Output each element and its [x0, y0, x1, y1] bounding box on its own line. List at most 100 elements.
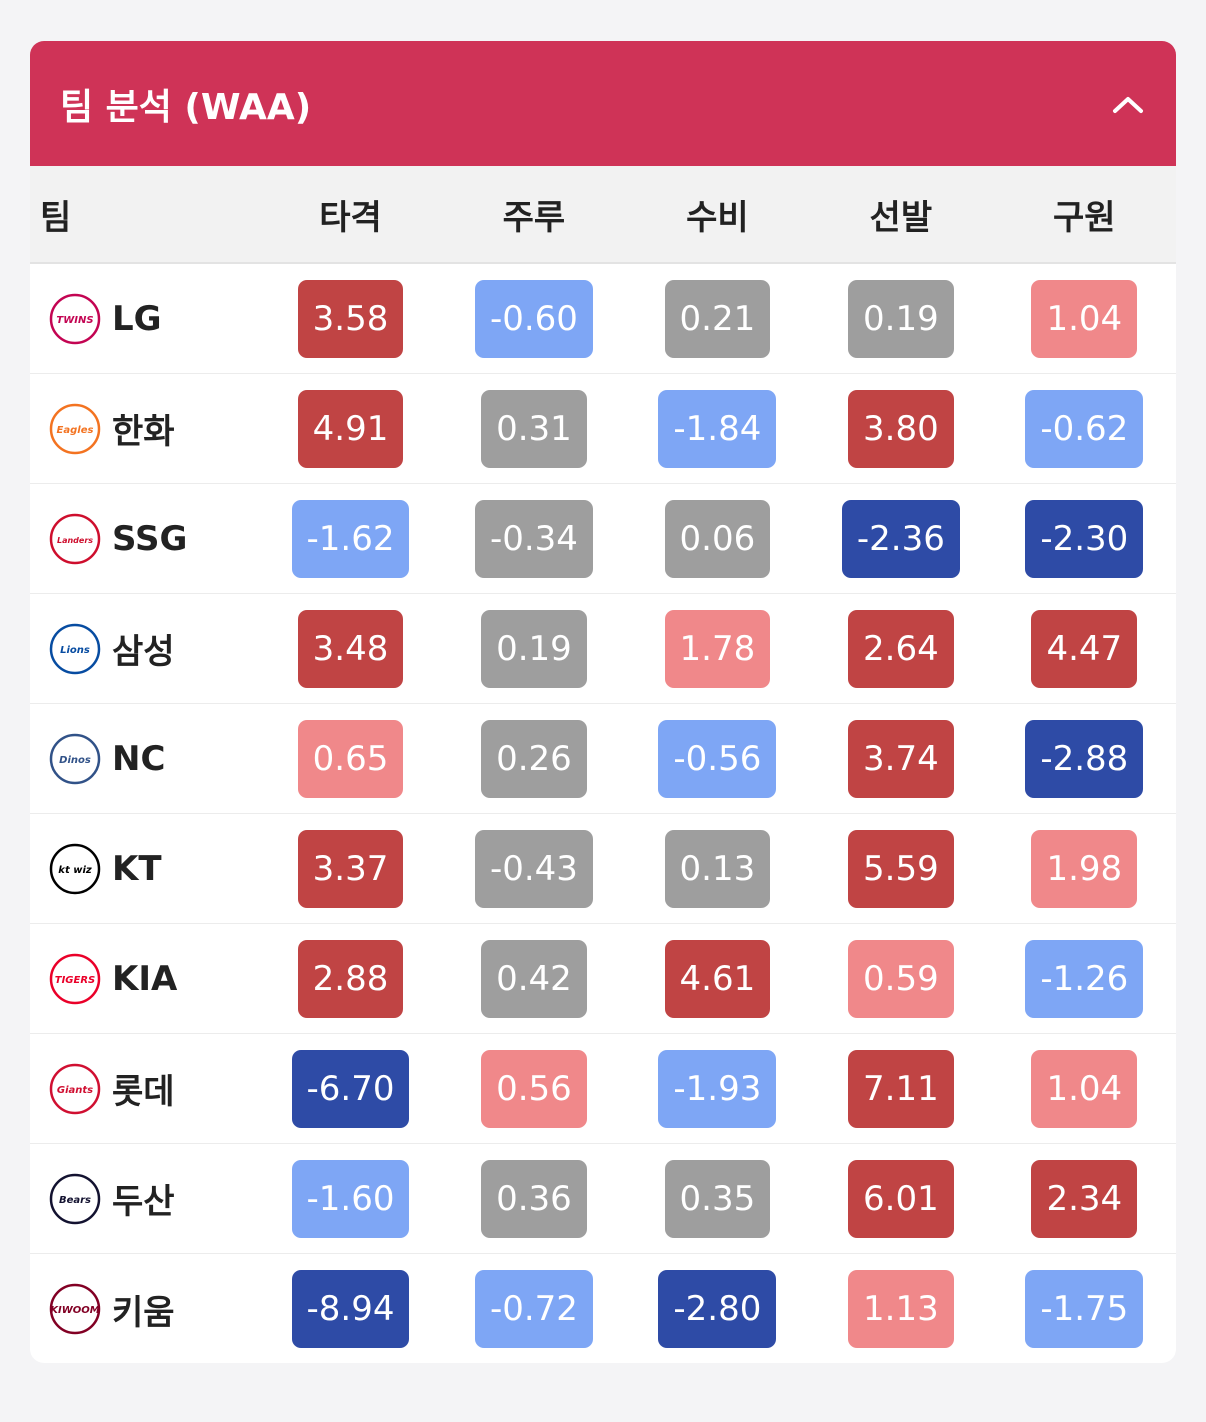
team-cell: TIGERS KIA — [30, 948, 259, 1010]
waa-value-badge: 0.21 — [664, 279, 771, 358]
table-row: TIGERS KIA 2.88 0.42 4.61 0.59 -1.26 — [30, 924, 1176, 1034]
svg-text:Giants: Giants — [57, 1085, 93, 1096]
table-row: KIWOOM 키움 -8.94 -0.72 -2.80 1.13 -1.75 — [30, 1254, 1176, 1363]
waa-value-badge: -2.88 — [1025, 719, 1144, 798]
svg-text:Eagles: Eagles — [57, 425, 94, 436]
card-title: 팀 분석 (WAA) — [60, 86, 312, 128]
team-name: 한화 — [112, 412, 175, 452]
stat-cell-relief: 1.04 — [993, 1049, 1176, 1128]
waa-value-badge: 0.26 — [481, 719, 587, 798]
waa-value-badge: 0.65 — [297, 719, 404, 798]
ssg-landers-logo: Landers — [49, 513, 101, 564]
waa-value-badge: 1.98 — [1031, 829, 1138, 908]
table-row: Dinos NC 0.65 0.26 -0.56 3.74 -2.88 — [30, 704, 1176, 814]
table-row: Landers SSG -1.62 -0.34 0.06 -2.36 -2.30 — [30, 484, 1176, 594]
waa-value-badge: -1.26 — [1025, 939, 1144, 1018]
collapse-chevron-up-icon[interactable] — [1110, 86, 1146, 122]
team-cell: KIWOOM 키움 — [30, 1278, 259, 1340]
waa-value-badge: 3.37 — [297, 829, 404, 908]
column-header-defense: 수비 — [686, 197, 749, 238]
stat-cell-defense: -2.80 — [626, 1270, 809, 1348]
waa-value-badge: -1.75 — [1025, 1270, 1144, 1348]
waa-value-badge: -0.43 — [474, 829, 593, 908]
waa-value-badge: 1.13 — [848, 1270, 954, 1348]
waa-value-badge: 4.47 — [1031, 609, 1138, 688]
waa-value-badge: -8.94 — [291, 1270, 410, 1348]
waa-value-badge: -2.36 — [841, 499, 960, 578]
waa-value-badge: 0.19 — [848, 279, 954, 358]
table-row: Bears 두산 -1.60 0.36 0.35 6.01 2.34 — [30, 1144, 1176, 1254]
column-header-relief-pitching: 구원 — [1053, 197, 1116, 238]
team-name: KIA — [112, 958, 178, 999]
stat-cell-defense: -1.84 — [626, 389, 809, 468]
stat-cell-baserunning: 0.36 — [442, 1159, 625, 1238]
team-name: 삼성 — [112, 632, 175, 672]
waa-value-badge: 4.61 — [664, 939, 771, 1018]
waa-value-badge: -6.70 — [291, 1049, 410, 1128]
waa-value-badge: 0.59 — [848, 939, 954, 1018]
stat-cell-relief: 1.04 — [993, 279, 1176, 358]
table-header: 팀 타격 주루 수비 선발 구원 — [30, 166, 1176, 264]
svg-text:KIWOOM: KIWOOM — [50, 1305, 100, 1316]
waa-value-badge: -1.62 — [291, 499, 410, 578]
team-name: KT — [112, 848, 162, 889]
table-body: TWINS LG 3.58 -0.60 0.21 0.19 1.04 Eagles 한화 4.91… — [30, 264, 1176, 1363]
stat-cell-batting: 0.65 — [259, 719, 442, 798]
stat-cell-starting: 1.13 — [809, 1270, 992, 1348]
stat-cell-baserunning: -0.60 — [442, 279, 625, 358]
team-cell: Lions 삼성 — [30, 618, 259, 680]
waa-value-badge: -0.56 — [658, 719, 777, 798]
waa-value-badge: 0.13 — [664, 829, 771, 908]
stat-cell-baserunning: -0.43 — [442, 829, 625, 908]
kia-tigers-logo: TIGERS — [49, 953, 101, 1004]
waa-value-badge: 3.48 — [297, 609, 404, 688]
stat-cell-relief: 2.34 — [993, 1159, 1176, 1238]
table-row: Giants 롯데 -6.70 0.56 -1.93 7.11 1.04 — [30, 1034, 1176, 1144]
column-header-batting: 타격 — [319, 197, 382, 238]
stat-cell-baserunning: 0.31 — [442, 389, 625, 468]
stat-cell-defense: -1.93 — [626, 1049, 809, 1128]
waa-value-badge: 0.31 — [481, 389, 587, 468]
stat-cell-defense: 0.21 — [626, 279, 809, 358]
column-header-starting-pitching: 선발 — [869, 197, 933, 238]
team-cell: Eagles 한화 — [30, 398, 259, 460]
samsung-lions-logo: Lions — [49, 623, 101, 674]
stat-cell-batting: 3.48 — [259, 609, 442, 688]
waa-value-badge: 0.35 — [664, 1159, 771, 1238]
stat-cell-starting: 3.80 — [809, 389, 992, 468]
card-header[interactable]: 팀 분석 (WAA) — [30, 41, 1176, 166]
column-header-baserunning: 주루 — [502, 197, 566, 238]
stat-cell-relief: 4.47 — [993, 609, 1176, 688]
stat-cell-defense: 1.78 — [626, 609, 809, 688]
waa-value-badge: -0.62 — [1025, 389, 1144, 468]
stat-cell-baserunning: 0.19 — [442, 609, 625, 688]
waa-value-badge: -0.60 — [474, 279, 593, 358]
stat-cell-batting: 3.58 — [259, 279, 442, 358]
table-row: Eagles 한화 4.91 0.31 -1.84 3.80 -0.62 — [30, 374, 1176, 484]
table-row: Lions 삼성 3.48 0.19 1.78 2.64 4.47 — [30, 594, 1176, 704]
waa-value-badge: 1.78 — [664, 609, 771, 688]
stat-cell-defense: -0.56 — [626, 719, 809, 798]
kt-wiz-logo: kt wiz — [49, 843, 101, 894]
waa-value-badge: 3.58 — [297, 279, 404, 358]
stat-cell-starting: 0.19 — [809, 279, 992, 358]
stat-cell-relief: -1.26 — [993, 939, 1176, 1018]
stat-cell-starting: -2.36 — [809, 499, 992, 578]
waa-value-badge: 0.42 — [481, 939, 587, 1018]
stat-cell-starting: 2.64 — [809, 609, 992, 688]
lg-twins-logo: TWINS — [49, 293, 101, 344]
waa-value-badge: 3.80 — [848, 389, 954, 468]
team-name: 롯데 — [112, 1072, 175, 1112]
svg-text:Dinos: Dinos — [59, 755, 91, 766]
waa-value-badge: 2.34 — [1031, 1159, 1138, 1238]
stat-cell-defense: 0.06 — [626, 499, 809, 578]
waa-value-badge: 1.04 — [1031, 1049, 1138, 1128]
waa-value-badge: 1.04 — [1031, 279, 1138, 358]
team-cell: Bears 두산 — [30, 1168, 259, 1230]
doosan-bears-logo: Bears — [49, 1173, 101, 1224]
stat-cell-baserunning: 0.26 — [442, 719, 625, 798]
svg-text:Lions: Lions — [60, 645, 90, 656]
stat-cell-batting: -6.70 — [259, 1049, 442, 1128]
stat-cell-starting: 5.59 — [809, 829, 992, 908]
svg-text:kt wiz: kt wiz — [58, 865, 92, 876]
